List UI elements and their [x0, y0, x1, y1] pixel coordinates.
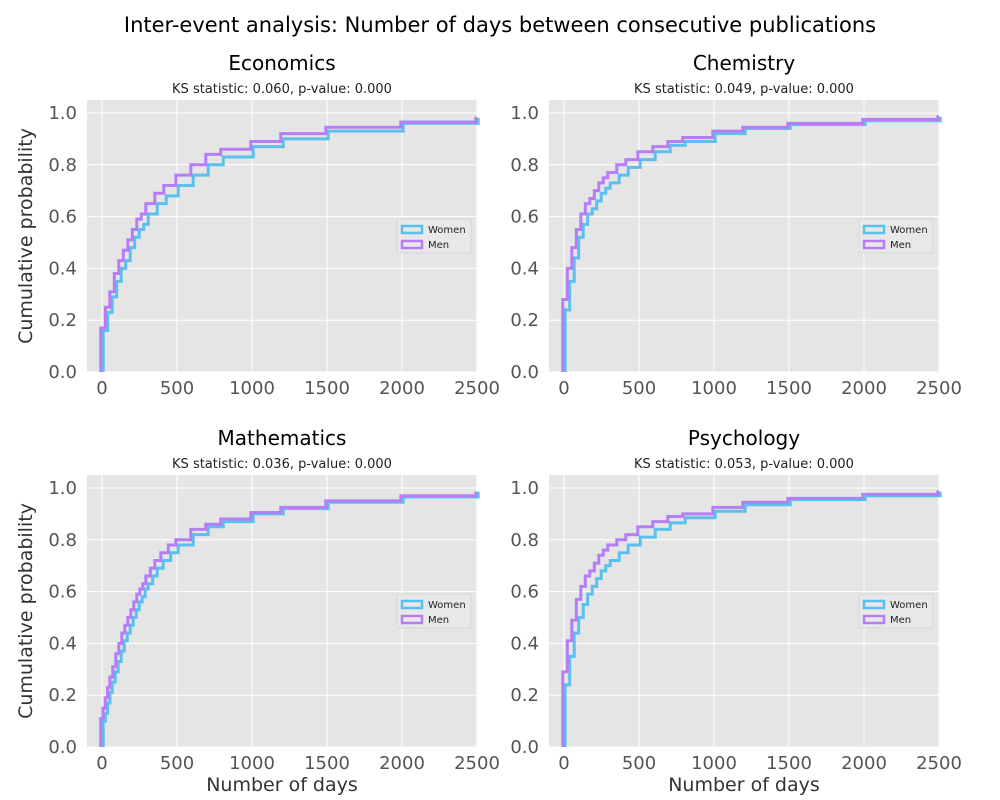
y-tick-label: 0.6: [510, 207, 539, 228]
legend-label-women: Women: [428, 600, 466, 611]
legend-label-women: Women: [890, 600, 928, 611]
legend-swatch-women: [400, 224, 424, 235]
x-tick-label: 1500: [766, 753, 812, 774]
chart-panel-psychology: 0 500 1000 1500 2000 2500 0.0 0.2 0.4 0.6 0.8 1.0 Ps…: [510, 426, 962, 796]
legend-swatch-men: [400, 614, 424, 625]
y-tick-label: 1.0: [510, 103, 539, 124]
x-tick-label: 2500: [916, 753, 962, 774]
chart-panel-chemistry: 0 500 1000 1500 2000 2500 0.0 0.2 0.4 0.6 0.8 1.0 Ch…: [510, 51, 962, 399]
series-line-men: [561, 115, 940, 372]
legend-label-women: Women: [428, 225, 466, 236]
y-axis-label: Cumulative probability: [15, 128, 37, 344]
figure-title: Inter-event analysis: Number of days bet…: [123, 13, 877, 37]
y-tick-label: 1.0: [48, 478, 77, 499]
legend-swatch-women: [862, 224, 886, 235]
y-tick-label: 0.4: [48, 258, 77, 279]
panel-title: Psychology: [688, 426, 800, 450]
y-tick-label: 0.2: [48, 310, 77, 331]
x-tick-label: 0: [96, 378, 107, 399]
y-tick-label: 0.8: [510, 155, 539, 176]
y-tick-label: 0.2: [510, 310, 539, 331]
legend-swatch-men: [862, 239, 886, 250]
panel-subtitle: KS statistic: 0.053, p-value: 0.000: [634, 457, 854, 472]
legend-swatch-women: [862, 599, 886, 610]
legend: Women Men: [858, 218, 934, 254]
x-tick-label: 2000: [841, 753, 887, 774]
y-tick-label: 0.6: [48, 207, 77, 228]
panel-subtitle: KS statistic: 0.049, p-value: 0.000: [634, 82, 854, 97]
x-tick-label: 2500: [916, 378, 962, 399]
x-tick-label: 2000: [841, 378, 887, 399]
x-tick-label: 0: [558, 378, 569, 399]
legend-swatch-men: [862, 614, 886, 625]
x-tick-label: 500: [160, 378, 194, 399]
y-tick-label: 0.4: [48, 633, 77, 654]
legend-frame: [858, 218, 934, 254]
series-line-women: [563, 116, 942, 372]
y-tick-label: 0.0: [510, 362, 539, 383]
x-tick-label: 2500: [454, 378, 500, 399]
y-tick-label: 0.0: [48, 737, 77, 758]
y-tick-label: 0.0: [48, 362, 77, 383]
legend-frame: [396, 593, 472, 629]
y-tick-label: 1.0: [48, 103, 77, 124]
legend-label-men: Men: [890, 615, 911, 626]
legend-swatch-men: [400, 239, 424, 250]
x-tick-label: 2000: [379, 753, 425, 774]
x-tick-label: 1000: [229, 378, 275, 399]
y-tick-label: 0.4: [510, 258, 539, 279]
y-tick-label: 0.6: [48, 582, 77, 603]
panel-subtitle: KS statistic: 0.060, p-value: 0.000: [172, 82, 392, 97]
x-tick-label: 2000: [379, 378, 425, 399]
x-tick-label: 500: [160, 753, 194, 774]
x-tick-label: 500: [622, 753, 656, 774]
x-tick-label: 1500: [304, 753, 350, 774]
series-line-men: [99, 116, 478, 372]
x-tick-label: 1000: [229, 753, 275, 774]
legend: Women Men: [396, 218, 472, 254]
y-tick-label: 0.8: [48, 530, 77, 551]
y-tick-label: 0.8: [510, 530, 539, 551]
x-axis-label: Number of days: [668, 774, 820, 796]
legend-frame: [858, 593, 934, 629]
y-tick-label: 0.0: [510, 737, 539, 758]
y-tick-label: 0.2: [510, 685, 539, 706]
legend-label-men: Men: [428, 240, 449, 251]
x-axis-label: Number of days: [206, 774, 358, 796]
series-line-women: [563, 491, 942, 747]
series-line-women: [101, 491, 480, 747]
y-tick-label: 0.2: [48, 685, 77, 706]
series-line-men: [99, 491, 478, 747]
x-tick-label: 1000: [691, 378, 737, 399]
legend-swatch-women: [400, 599, 424, 610]
x-tick-label: 1500: [766, 378, 812, 399]
chart-panel-economics: 0 500 1000 1500 2000 2500 0.0 0.2 0.4 0.6 0.8 1.0 Ec…: [15, 51, 500, 399]
panel-title: Mathematics: [218, 426, 347, 450]
y-tick-label: 0.6: [510, 582, 539, 603]
legend-label-men: Men: [890, 240, 911, 251]
x-tick-label: 1500: [304, 378, 350, 399]
legend-frame: [396, 218, 472, 254]
x-tick-label: 0: [558, 753, 569, 774]
y-tick-label: 0.4: [510, 633, 539, 654]
x-tick-label: 500: [622, 378, 656, 399]
chart-panel-mathematics: 0 500 1000 1500 2000 2500 0.0 0.2 0.4 0.6 0.8 1.0 Ma…: [15, 426, 500, 796]
x-tick-label: 1000: [691, 753, 737, 774]
legend: Women Men: [858, 593, 934, 629]
legend-label-men: Men: [428, 615, 449, 626]
legend-label-women: Women: [890, 225, 928, 236]
series-line-men: [561, 490, 940, 747]
x-tick-label: 2500: [454, 753, 500, 774]
y-axis-label: Cumulative probability: [15, 503, 37, 719]
legend: Women Men: [396, 593, 472, 629]
x-tick-label: 0: [96, 753, 107, 774]
panel-subtitle: KS statistic: 0.036, p-value: 0.000: [172, 457, 392, 472]
panel-title: Chemistry: [693, 51, 795, 75]
y-tick-label: 0.8: [48, 155, 77, 176]
y-tick-label: 1.0: [510, 478, 539, 499]
panel-title: Economics: [228, 51, 335, 75]
series-line-women: [101, 117, 480, 372]
